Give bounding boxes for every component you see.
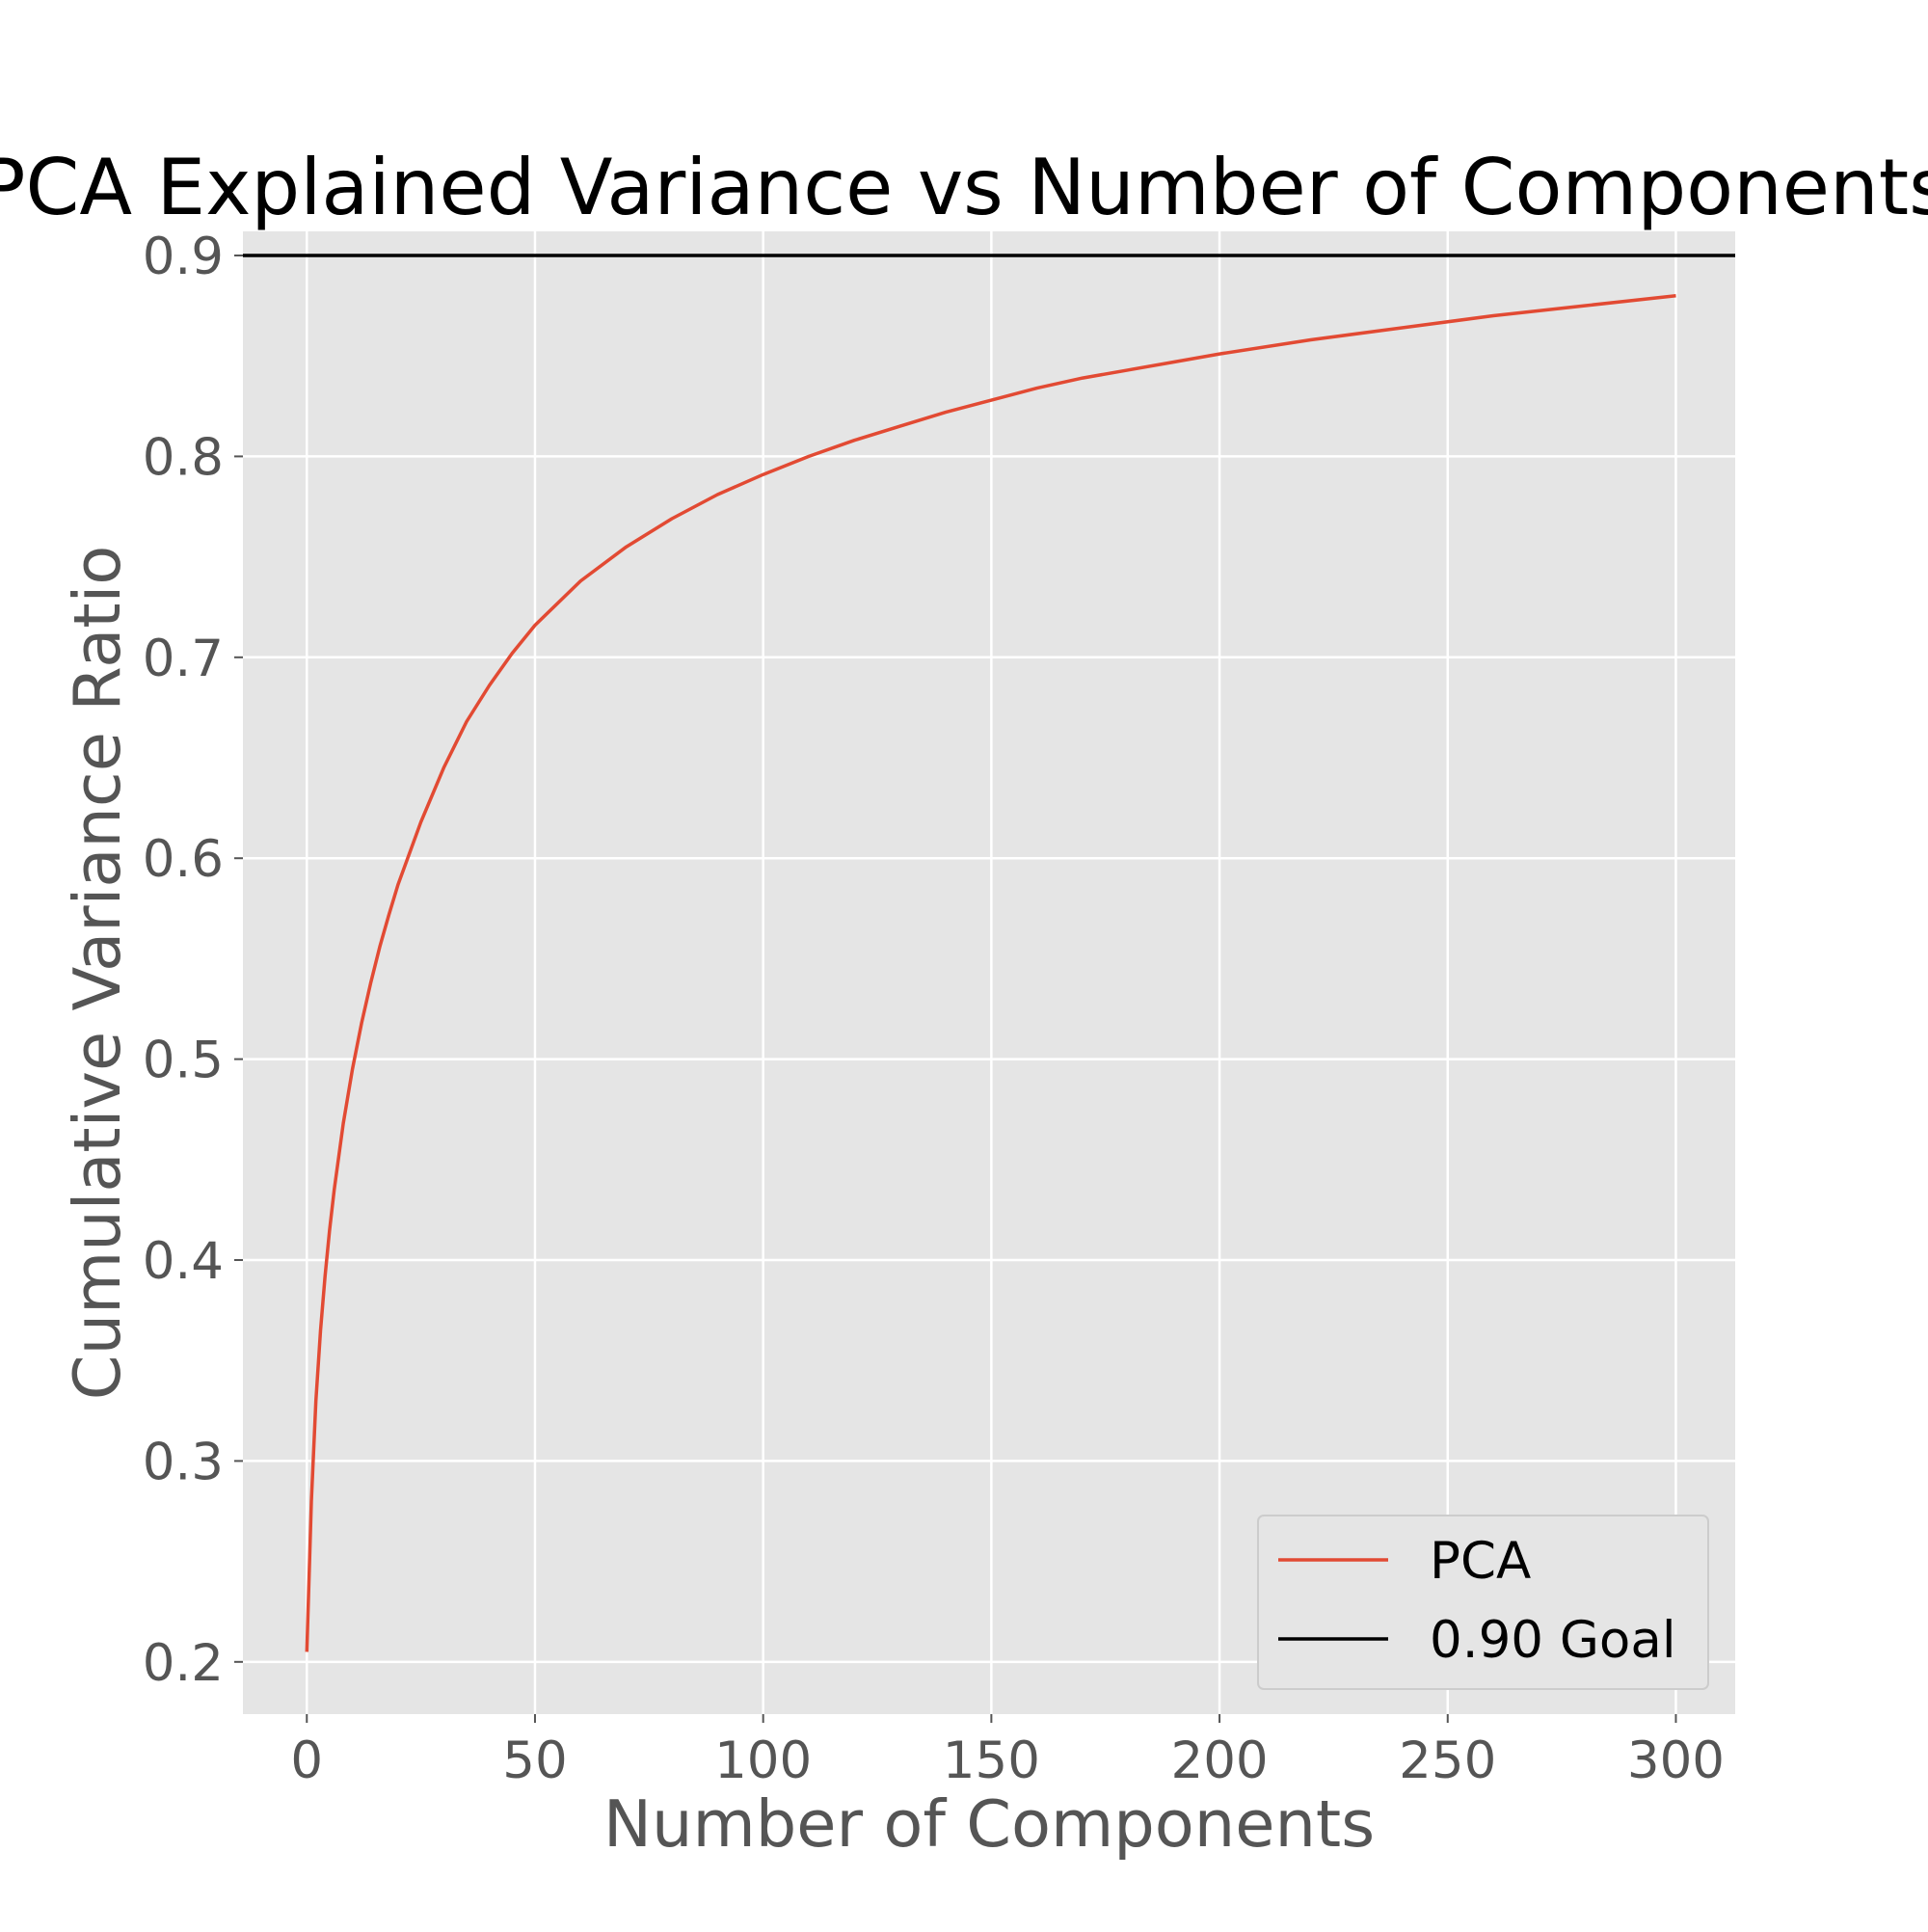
legend: PCA 0.90 Goal bbox=[1257, 1515, 1709, 1690]
y-tick-label: 0.8 bbox=[143, 428, 224, 487]
x-axis-label: Number of Components bbox=[603, 1786, 1375, 1862]
x-tick-label: 200 bbox=[1170, 1731, 1268, 1790]
x-tick-label: 300 bbox=[1627, 1731, 1725, 1790]
y-axis-label: Cumulative Variance Ratio bbox=[60, 546, 135, 1400]
y-tick-label: 0.4 bbox=[143, 1232, 224, 1291]
y-tick-label: 0.5 bbox=[143, 1032, 224, 1090]
legend-label-pca: PCA bbox=[1430, 1532, 1531, 1591]
y-tick-label: 0.9 bbox=[143, 228, 224, 286]
legend-label-goal: 0.90 Goal bbox=[1430, 1611, 1676, 1670]
y-tick-label: 0.6 bbox=[143, 830, 224, 889]
axis-ticks: 0 50 100 150 200 250 300 0.2 0.3 0.4 0.5 0.6 0.7 0.8 0… bbox=[143, 228, 1725, 1790]
x-tick-label: 100 bbox=[714, 1731, 812, 1790]
x-tick-label: 250 bbox=[1399, 1731, 1496, 1790]
series-line-pca bbox=[305, 293, 1676, 1652]
x-tick-label: 50 bbox=[502, 1731, 567, 1790]
x-tick-label: 150 bbox=[943, 1731, 1040, 1790]
plot-area bbox=[243, 231, 1735, 1714]
y-tick-label: 0.7 bbox=[143, 630, 224, 688]
x-tick-label: 0 bbox=[290, 1731, 323, 1790]
series-lines bbox=[243, 254, 1735, 1652]
y-tick-label: 0.2 bbox=[143, 1634, 224, 1693]
y-tick-label: 0.3 bbox=[143, 1433, 224, 1491]
chart-title: PCA Explained Variance vs Number of Comp… bbox=[0, 143, 1928, 232]
